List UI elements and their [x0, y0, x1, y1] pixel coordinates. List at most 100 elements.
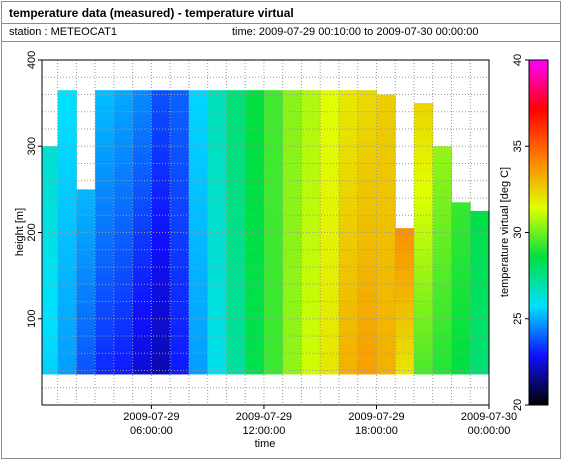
heatmap-cell	[338, 146, 359, 154]
heatmap-cell	[376, 180, 396, 189]
heatmap-cell	[113, 235, 134, 244]
heatmap-cell	[188, 166, 209, 175]
heatmap-cell	[207, 270, 227, 278]
heatmap-cell	[132, 201, 152, 209]
heatmap-cell	[376, 160, 396, 168]
heatmap-cell	[132, 104, 152, 113]
heatmap-cell	[320, 256, 340, 265]
heatmap-cell	[357, 97, 377, 106]
heatmap-cell	[226, 284, 246, 292]
heatmap-cell	[432, 332, 452, 340]
heatmap-cell	[170, 180, 190, 189]
heatmap-cell	[320, 187, 340, 196]
heatmap-cell	[282, 91, 302, 99]
heatmap-cell	[42, 242, 59, 251]
heatmap-cell	[95, 118, 115, 127]
heatmap-cell	[320, 91, 340, 99]
heatmap-cell	[151, 242, 171, 251]
heatmap-cell	[338, 97, 359, 106]
heatmap-cell	[282, 270, 302, 278]
colorbar-axis: 20 25 30 35 40	[512, 54, 529, 411]
heatmap-cell	[57, 201, 77, 209]
heatmap-cell	[451, 256, 471, 265]
heatmap-cell	[413, 118, 434, 127]
heatmap-cell	[301, 263, 321, 271]
heatmap-cell	[245, 298, 265, 306]
heatmap-cell	[282, 284, 302, 292]
heatmap-cell	[151, 270, 171, 278]
heatmap-cell	[301, 208, 321, 216]
heatmap-cell	[282, 304, 302, 313]
heatmap-cell	[245, 173, 265, 182]
heatmap-cell	[132, 277, 152, 285]
heatmap-cell	[451, 242, 471, 251]
heatmap-cell	[132, 270, 152, 278]
heatmap-cell	[432, 187, 452, 196]
heatmap-cell	[432, 215, 452, 223]
heatmap-cell	[151, 229, 171, 237]
heatmap-cell	[282, 353, 302, 361]
heatmap-cell	[301, 318, 321, 327]
heatmap-cell	[432, 160, 452, 168]
heatmap-cell	[132, 346, 152, 354]
heatmap-cell	[170, 270, 190, 278]
heatmap-cell	[282, 187, 302, 196]
heatmap-cell	[282, 153, 302, 161]
heatmap-cell	[57, 360, 77, 368]
heatmap-cell	[263, 249, 284, 258]
heatmap-cell	[357, 298, 377, 306]
heatmap-cell	[151, 304, 171, 313]
heatmap-cell	[357, 339, 377, 347]
heatmap-cell	[263, 118, 284, 127]
heatmap-cell	[188, 104, 209, 113]
heatmap-cell	[245, 304, 265, 313]
heatmap-cell	[301, 277, 321, 285]
heatmap-cell	[207, 215, 227, 223]
heatmap-cell	[338, 277, 359, 285]
heatmap-cell	[376, 346, 396, 354]
heatmap-cell	[226, 346, 246, 354]
heatmap-cell	[207, 146, 227, 154]
heatmap-cell	[263, 208, 284, 216]
heatmap-cell	[113, 173, 134, 182]
heatmap-cell	[95, 132, 115, 140]
heatmap-cell	[95, 91, 115, 99]
heatmap-cell	[357, 249, 377, 258]
heatmap-cell	[207, 139, 227, 147]
heatmap-cell	[470, 277, 490, 285]
heatmap-cell	[57, 229, 77, 237]
heatmap-cell	[301, 284, 321, 292]
heatmap-cell	[188, 187, 209, 196]
heatmap-cell	[57, 139, 77, 147]
heatmap-cell	[188, 291, 209, 299]
heatmap-cell	[226, 270, 246, 278]
heatmap-cell	[188, 249, 209, 258]
heatmap-cell	[263, 111, 284, 120]
heatmap-cell	[357, 229, 377, 237]
heatmap-cell	[95, 222, 115, 230]
heatmap-cell	[376, 339, 396, 347]
heatmap-cell	[188, 215, 209, 223]
heatmap-cell	[413, 103, 434, 106]
heatmap-cell	[113, 180, 134, 189]
heatmap-cell	[151, 360, 171, 368]
heatmap-cell	[338, 173, 359, 182]
heatmap-cell	[113, 353, 134, 361]
heatmap-cell	[357, 222, 377, 230]
heatmap-cell	[170, 291, 190, 299]
heatmap-cell	[132, 263, 152, 271]
heatmap-cell	[95, 242, 115, 251]
heatmap-cell	[320, 229, 340, 237]
heatmap-cell	[57, 222, 77, 230]
heatmap-cell	[113, 146, 134, 154]
heatmap-cell	[57, 346, 77, 354]
heatmap-cell	[226, 166, 246, 175]
heatmap-cell	[432, 222, 452, 230]
heatmap-cell	[151, 332, 171, 340]
heatmap-cell	[188, 180, 209, 189]
heatmap-cell	[207, 194, 227, 202]
heatmap-cell	[432, 208, 452, 216]
heatmap-cell	[282, 360, 302, 368]
heatmap-cell	[132, 139, 152, 147]
heatmap-cell	[470, 298, 490, 306]
